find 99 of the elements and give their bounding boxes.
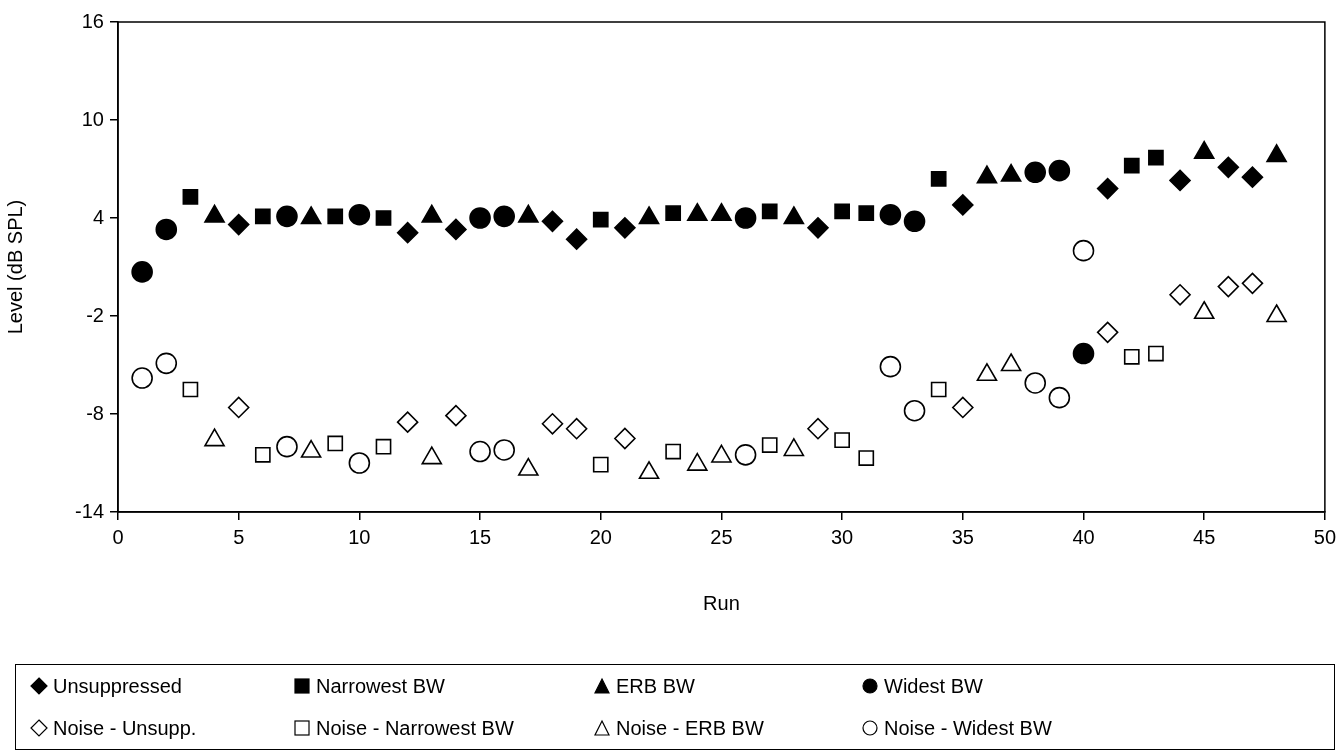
x-tick-label: 5: [233, 525, 245, 548]
point: [254, 208, 271, 225]
point: [1169, 283, 1191, 306]
point: [348, 203, 371, 226]
point: [807, 417, 829, 440]
point: [131, 367, 153, 389]
legend-label: ERB BW: [616, 674, 695, 698]
point: [734, 207, 757, 229]
x-tick-label: 25: [710, 525, 733, 548]
point: [541, 413, 564, 435]
y-axis-title: Level (dB SPL): [3, 199, 26, 335]
point: [565, 228, 588, 251]
point: [541, 210, 564, 233]
point: [348, 452, 371, 474]
x-axis-title: Run: [703, 591, 740, 614]
point: [375, 438, 392, 455]
point: [1241, 272, 1264, 295]
x-tick-label: 15: [468, 525, 492, 548]
point: [592, 211, 609, 228]
x-tick-label: 45: [1193, 525, 1216, 548]
legend-label: Noise - Widest BW: [884, 716, 1052, 740]
point: [1148, 149, 1164, 166]
point: [930, 381, 947, 398]
point: [445, 404, 467, 427]
point: [1169, 169, 1191, 192]
point: [1217, 275, 1240, 298]
point: [903, 210, 926, 233]
point: [952, 194, 974, 216]
point: [952, 396, 974, 419]
point: [227, 213, 250, 236]
point: [1048, 159, 1071, 182]
point: [903, 399, 926, 422]
point: [879, 203, 902, 226]
point: [254, 446, 271, 463]
x-tick-label: 10: [348, 525, 371, 548]
x-tick-label: 20: [589, 525, 612, 548]
point: [375, 210, 392, 226]
point: [131, 261, 153, 283]
point: [227, 396, 250, 419]
point: [665, 443, 682, 460]
point: [807, 217, 829, 239]
point: [834, 203, 850, 220]
point: [858, 205, 875, 221]
point: [1096, 321, 1119, 344]
point: [396, 221, 419, 244]
point: [469, 207, 491, 229]
point: [1048, 386, 1071, 409]
point: [930, 170, 947, 187]
point: [1072, 342, 1095, 365]
point: [182, 188, 199, 205]
point: [276, 435, 298, 458]
point: [327, 435, 344, 452]
point: [858, 450, 875, 466]
point: [493, 439, 515, 461]
point: [879, 355, 902, 378]
point: [1024, 372, 1047, 394]
y-tick-label: 4: [92, 205, 104, 228]
legend-label: Unsuppressed: [53, 674, 182, 698]
legend-label: Narrowest BW: [316, 674, 445, 698]
point: [493, 205, 515, 228]
point: [1123, 157, 1140, 174]
point: [469, 440, 491, 463]
point: [327, 208, 344, 225]
point: [1096, 177, 1119, 200]
point: [1024, 161, 1047, 184]
point: [1241, 166, 1264, 188]
x-tick-label: 50: [1313, 525, 1336, 548]
point: [665, 205, 682, 221]
point: [276, 205, 298, 228]
point: [182, 381, 199, 398]
legend-label: Noise - Unsupp.: [53, 716, 197, 740]
point: [396, 411, 419, 433]
point: [565, 417, 588, 440]
point: [614, 427, 636, 450]
point: [734, 444, 757, 466]
y-tick-label: -2: [86, 303, 104, 326]
legend-label: Widest BW: [884, 674, 983, 698]
point: [834, 432, 850, 448]
y-tick-label: 16: [81, 9, 104, 32]
y-tick-label: -14: [75, 499, 104, 522]
point: [155, 218, 178, 241]
y-tick-label: 10: [81, 107, 104, 130]
point: [761, 437, 778, 453]
point: [592, 456, 609, 473]
point: [1123, 348, 1140, 365]
point: [614, 217, 636, 239]
point: [1072, 239, 1095, 262]
x-tick-label: 0: [112, 525, 124, 548]
point: [1217, 156, 1240, 179]
legend-label: Noise - ERB BW: [616, 716, 764, 740]
legend-label: Noise - Narrowest BW: [316, 716, 514, 740]
x-tick-label: 35: [951, 525, 974, 548]
point: [1148, 345, 1164, 362]
y-tick-label: -8: [86, 401, 104, 424]
point: [761, 203, 778, 220]
x-tick-label: 30: [831, 525, 854, 548]
x-tick-label: 40: [1072, 525, 1095, 548]
point: [155, 352, 178, 375]
point: [445, 218, 467, 241]
